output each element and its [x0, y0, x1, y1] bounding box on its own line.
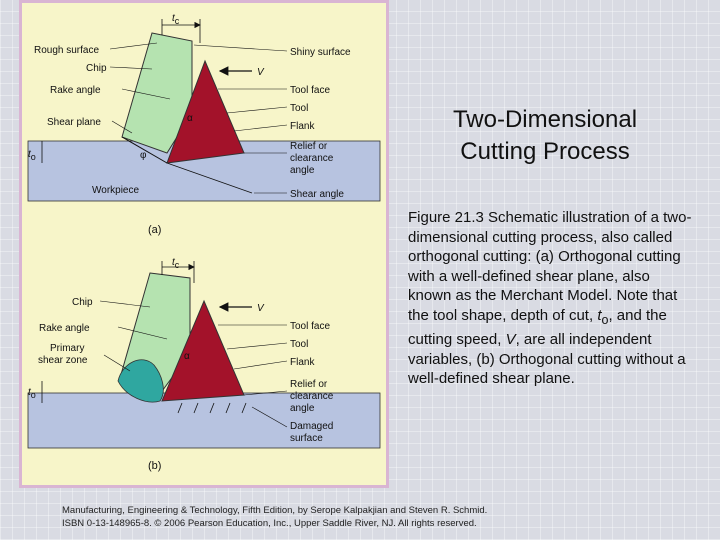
caption-v: V — [505, 331, 516, 348]
left-label-b-0: Chip — [72, 297, 93, 308]
to-label-b: to — [28, 387, 36, 400]
tc-label-a: tc — [172, 13, 180, 26]
tc-label-b: tc — [172, 257, 180, 270]
caption-text-3: , are all independent variables, (b) Ort… — [408, 331, 686, 387]
right-label-b-5: angle — [290, 403, 315, 414]
right-label-a-1: Tool face — [290, 85, 330, 96]
right-label-a-2: Tool — [290, 103, 308, 114]
caption-to-sub: o — [601, 312, 609, 327]
caption-text-1: Figure 21.3 Schematic illustration of a … — [408, 209, 692, 324]
panel-label-b: (b) — [148, 460, 161, 472]
diagram-b: tc V to α Chip Rake angle Primary shear … — [27, 257, 381, 472]
slide-title: Two-Dimensional Cutting Process — [420, 104, 670, 168]
caption-to: t — [597, 306, 602, 324]
workpiece-b — [27, 392, 381, 449]
footer-line-2: ISBN 0-13-148965-8. © 2006 Pearson Educa… — [62, 518, 477, 529]
alpha-label-a: α — [187, 113, 193, 124]
to-label-a: to — [28, 149, 36, 162]
slide-title-line-1: Two-Dimensional — [452, 106, 638, 133]
panel-label-a: (a) — [148, 224, 161, 236]
tool-b — [161, 299, 245, 402]
right-label-a-6: angle — [290, 165, 315, 176]
alpha-label-b: α — [184, 351, 190, 362]
right-label-b-7: surface — [290, 433, 323, 444]
right-label-b-0: Tool face — [290, 321, 330, 332]
phi-label-a: φ — [140, 150, 147, 161]
figure-caption: Figure 21.3 Schematic illustration of a … — [408, 208, 694, 389]
shear-plane-line-a — [121, 136, 168, 164]
diagram-a: tc V to α φ Rough surface Chip Rake angl… — [27, 13, 381, 236]
footer-line-1: Manufacturing, Engineering & Technology,… — [62, 505, 488, 516]
left-label-a-1: Chip — [86, 63, 107, 74]
v-label-b: V — [257, 303, 265, 314]
v-label-a: V — [257, 67, 265, 78]
right-label-b-2: Flank — [290, 357, 315, 368]
right-label-b-4: clearance — [290, 391, 334, 402]
right-label-b-1: Tool — [290, 339, 308, 350]
right-label-a-5: clearance — [290, 153, 334, 164]
right-label-b-6: Damaged — [290, 421, 333, 432]
right-label-a-3: Flank — [290, 121, 315, 132]
right-label-a-4: Relief or — [290, 141, 328, 152]
tool-a — [166, 59, 245, 164]
left-label-a-4: Workpiece — [92, 185, 139, 196]
right-label-a-0: Shiny surface — [290, 47, 351, 58]
left-label-b-3: shear zone — [38, 355, 88, 366]
right-label-a-7: Shear angle — [290, 189, 344, 200]
left-label-b-1: Rake angle — [39, 323, 90, 334]
caption-text-2: , and the cutting speed, — [408, 306, 667, 349]
damaged-surface-ticks — [177, 402, 247, 414]
shear-angle-line-a — [166, 162, 253, 194]
left-label-a-0: Rough surface — [34, 45, 99, 56]
figure-panel: tc V to α φ Rough surface Chip Rake angl… — [19, 0, 389, 488]
left-label-a-2: Rake angle — [50, 85, 101, 96]
footer: Manufacturing, Engineering & Technology,… — [62, 504, 582, 530]
right-label-b-3: Relief or — [290, 379, 328, 390]
figure-diagram: tc V to α φ Rough surface Chip Rake angl… — [27, 13, 381, 472]
left-label-b-2: Primary — [50, 343, 84, 354]
left-label-a-3: Shear plane — [47, 117, 101, 128]
slide-title-line-2: Cutting Process — [460, 138, 630, 165]
